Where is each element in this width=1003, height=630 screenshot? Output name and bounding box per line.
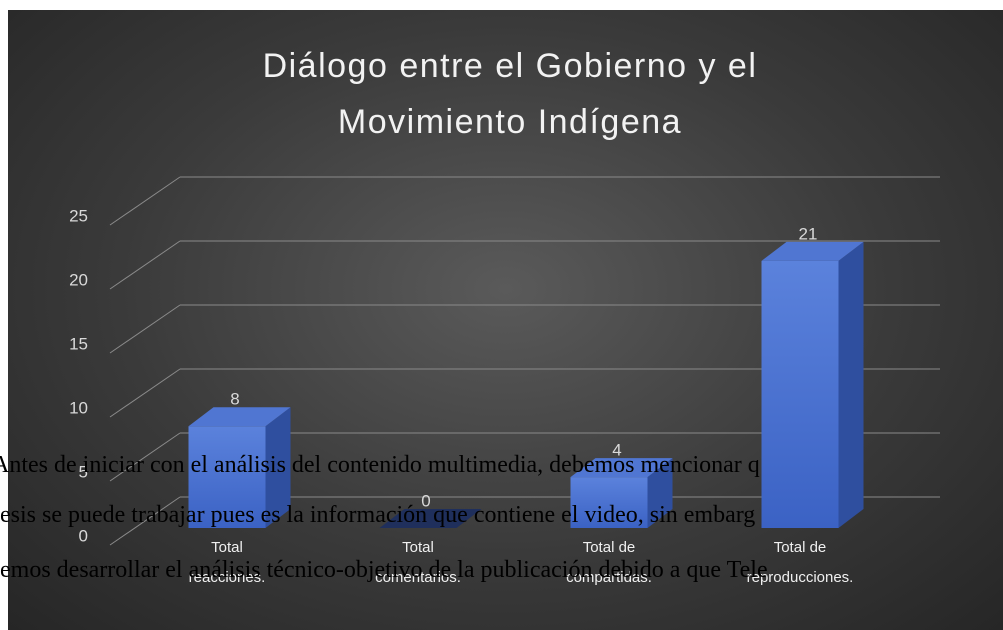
grid-line bbox=[109, 496, 181, 546]
y-tick-label: 10 bbox=[69, 398, 88, 417]
x-tick-label: Total comentarios. bbox=[375, 539, 461, 586]
y-tick-label: 20 bbox=[69, 270, 88, 289]
bar bbox=[379, 509, 482, 528]
data-label: 0 bbox=[421, 491, 430, 510]
x-tick-label: Total reacciones. bbox=[188, 539, 266, 586]
grid-line bbox=[109, 304, 181, 354]
grid-line bbox=[109, 432, 181, 482]
x-tick-label: Total de reproducciones. bbox=[746, 539, 854, 586]
data-label: 21 bbox=[799, 224, 818, 243]
bar-top bbox=[570, 458, 673, 478]
text-line: emos desarrollar el análisis técnico-obj… bbox=[0, 557, 768, 583]
y-tick-label: 0 bbox=[79, 526, 88, 545]
bar bbox=[761, 241, 864, 528]
bar-top bbox=[761, 241, 864, 261]
grid-line bbox=[109, 368, 181, 418]
data-label: 4 bbox=[612, 441, 621, 460]
y-tick-label: 15 bbox=[69, 334, 88, 353]
bar-top bbox=[379, 509, 482, 528]
x-tick-label: Total de compartidas. bbox=[566, 539, 652, 586]
text-line: esis se puede trabajar pues es la inform… bbox=[0, 502, 756, 528]
grid-line bbox=[109, 176, 181, 226]
text-line: Antes de iniciar con el análisis del con… bbox=[0, 452, 760, 478]
grid-line bbox=[109, 240, 181, 290]
plot: 0 5 10 15 20 25 8 0 4 21 bbox=[69, 176, 940, 546]
bar-front bbox=[570, 477, 648, 528]
chart-title: Diálogo entre el Gobierno y el Movimient… bbox=[262, 47, 758, 141]
bar bbox=[570, 458, 673, 528]
bar-top bbox=[188, 407, 291, 427]
y-tick-label: 25 bbox=[69, 206, 88, 225]
data-label: 8 bbox=[230, 390, 239, 409]
bar-side bbox=[647, 458, 673, 528]
bar-side bbox=[265, 407, 291, 528]
chart: 0 5 10 15 20 25 8 0 4 21 Diálogo entre el Gobiern… bbox=[8, 10, 1003, 630]
bar-front bbox=[188, 426, 266, 528]
bar-side bbox=[838, 241, 864, 528]
bar-front bbox=[761, 260, 839, 528]
y-tick-label: 5 bbox=[79, 462, 88, 481]
bar bbox=[188, 407, 291, 528]
